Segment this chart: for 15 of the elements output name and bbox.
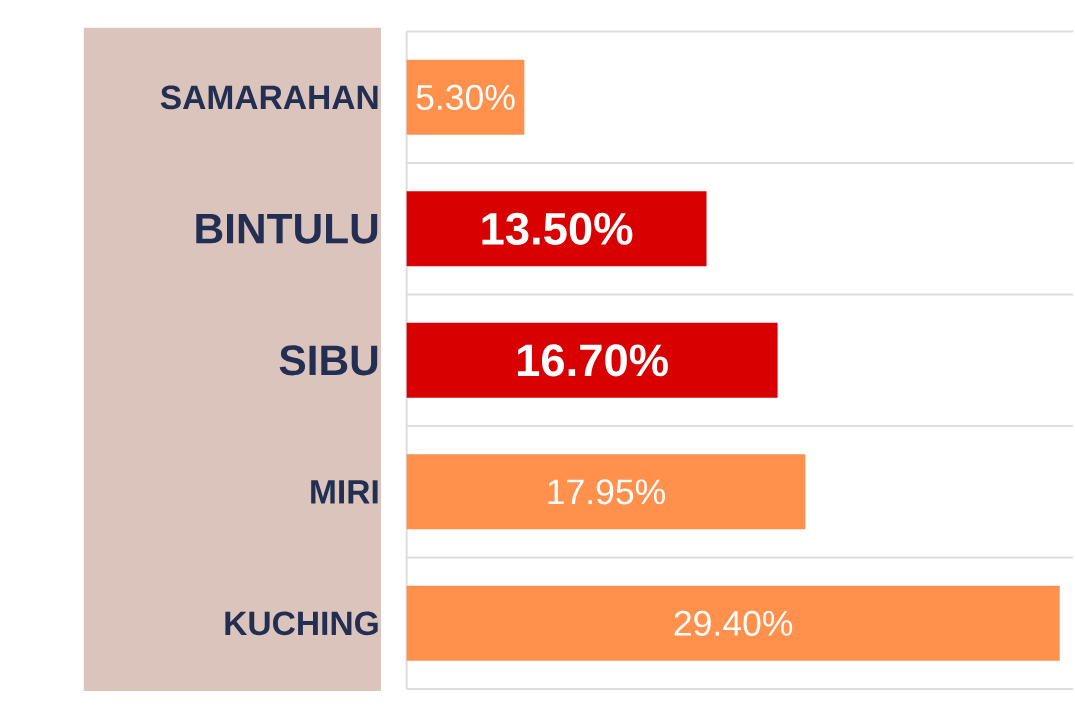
data-label: 29.40% [674, 610, 793, 637]
bar [406, 60, 525, 135]
data-label: 5.30% [416, 84, 515, 111]
data-label: 17.95% [548, 479, 665, 505]
bar [406, 586, 1060, 661]
y-tick-label: KUCHING [225, 611, 378, 636]
data-label: 13.50% [482, 212, 633, 246]
data-label: 16.70% [517, 344, 668, 377]
bar [406, 323, 778, 398]
bar [406, 191, 707, 267]
y-tick-label: SAMARAHAN [160, 85, 378, 110]
y-tick-label: SIBU [279, 345, 378, 376]
y-tick-label: MIRI [311, 480, 378, 504]
y-tick-label: BINTULU [196, 214, 378, 244]
bar [406, 454, 806, 530]
